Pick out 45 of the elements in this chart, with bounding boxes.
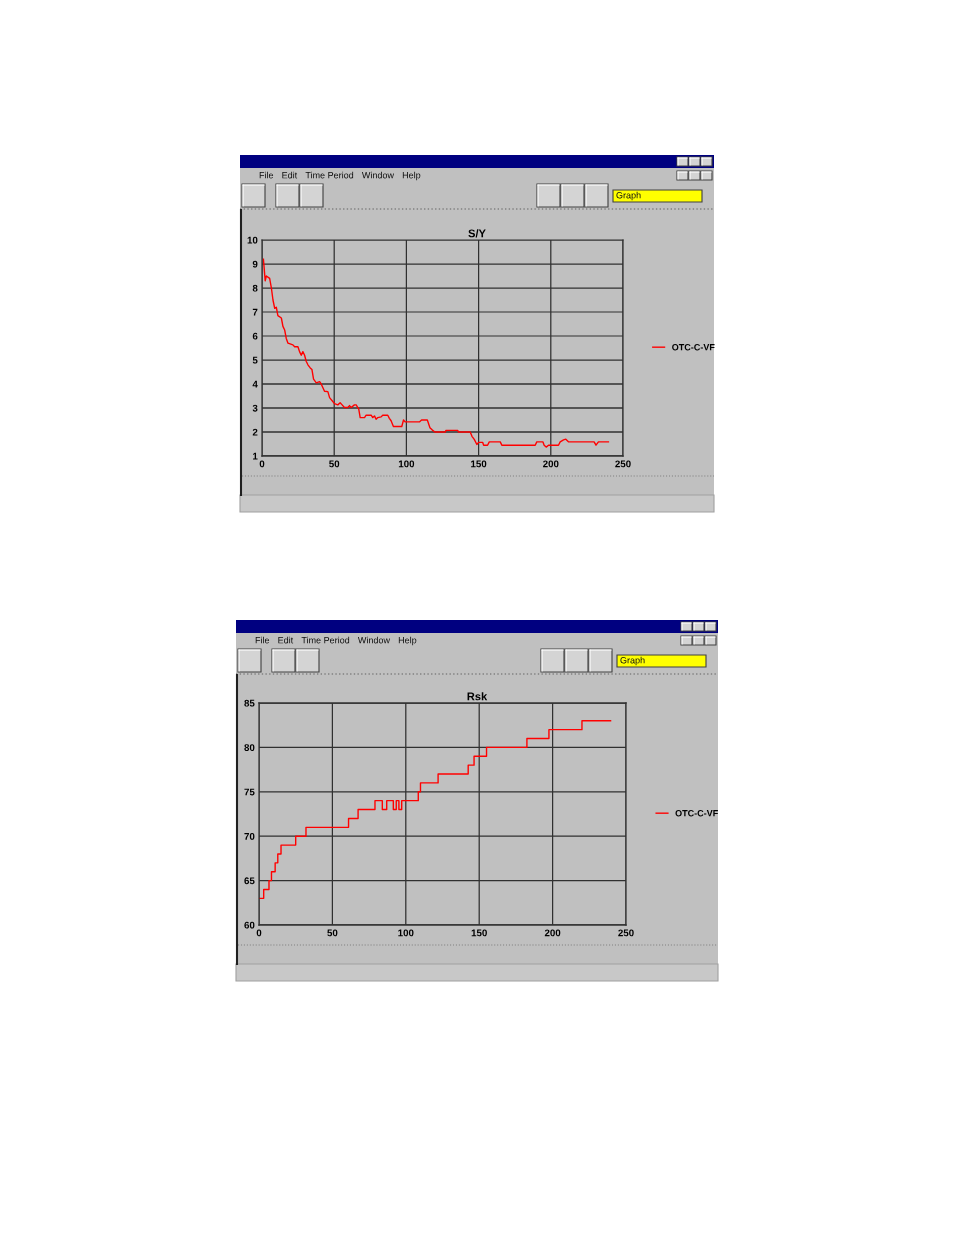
y-tick-label: 80 xyxy=(244,744,255,752)
y-tick-label: 65 xyxy=(244,877,255,885)
x-tick-label: 150 xyxy=(471,460,487,468)
text: File xyxy=(255,636,270,644)
legend-label: OTC-C-VF xyxy=(672,344,715,351)
x-tick-label: 200 xyxy=(544,929,561,937)
text: Edit xyxy=(278,636,294,644)
y-tick-label: 10 xyxy=(247,236,258,244)
y-tick-label: 5 xyxy=(252,356,258,364)
y-tick-label: 4 xyxy=(252,380,258,388)
x-tick-label: 100 xyxy=(398,929,414,937)
y-tick-label: 60 xyxy=(244,921,255,929)
text: Graph xyxy=(620,656,645,666)
y-tick-label: 8 xyxy=(252,284,258,292)
x-tick-label: 250 xyxy=(618,929,634,937)
text: Window xyxy=(357,636,391,644)
text: Window xyxy=(361,171,395,179)
x-tick-label: 0 xyxy=(259,460,265,468)
x-tick-label: 100 xyxy=(398,460,415,468)
text: File xyxy=(259,171,274,179)
text: Graph xyxy=(616,191,641,201)
x-tick-label: 250 xyxy=(615,460,631,468)
y-tick-label: 3 xyxy=(252,404,258,412)
chart-title: Rsk xyxy=(467,692,488,701)
y-tick-label: 7 xyxy=(252,308,258,316)
text: Help xyxy=(398,636,417,646)
line-series xyxy=(262,258,610,448)
y-tick-label: 6 xyxy=(252,332,258,340)
text: Edit xyxy=(282,171,298,179)
x-tick-label: 50 xyxy=(329,460,340,468)
y-tick-label: 1 xyxy=(253,452,258,460)
legend-label: OTC-C-VF xyxy=(675,810,718,817)
x-tick-label: 50 xyxy=(327,929,338,937)
x-tick-label: 0 xyxy=(256,929,262,937)
y-tick-label: 9 xyxy=(252,260,258,268)
y-tick-label: 75 xyxy=(244,788,255,796)
y-tick-label: 70 xyxy=(244,832,255,840)
text: Time Period xyxy=(301,636,350,644)
x-tick-label: 150 xyxy=(471,929,487,937)
chart-title: S/Y xyxy=(468,229,486,238)
y-tick-label: 2 xyxy=(252,428,258,436)
text: Time Period xyxy=(305,171,354,179)
y-tick-label: 85 xyxy=(244,699,255,707)
text: Help xyxy=(402,171,421,181)
x-tick-label: 200 xyxy=(543,460,559,468)
